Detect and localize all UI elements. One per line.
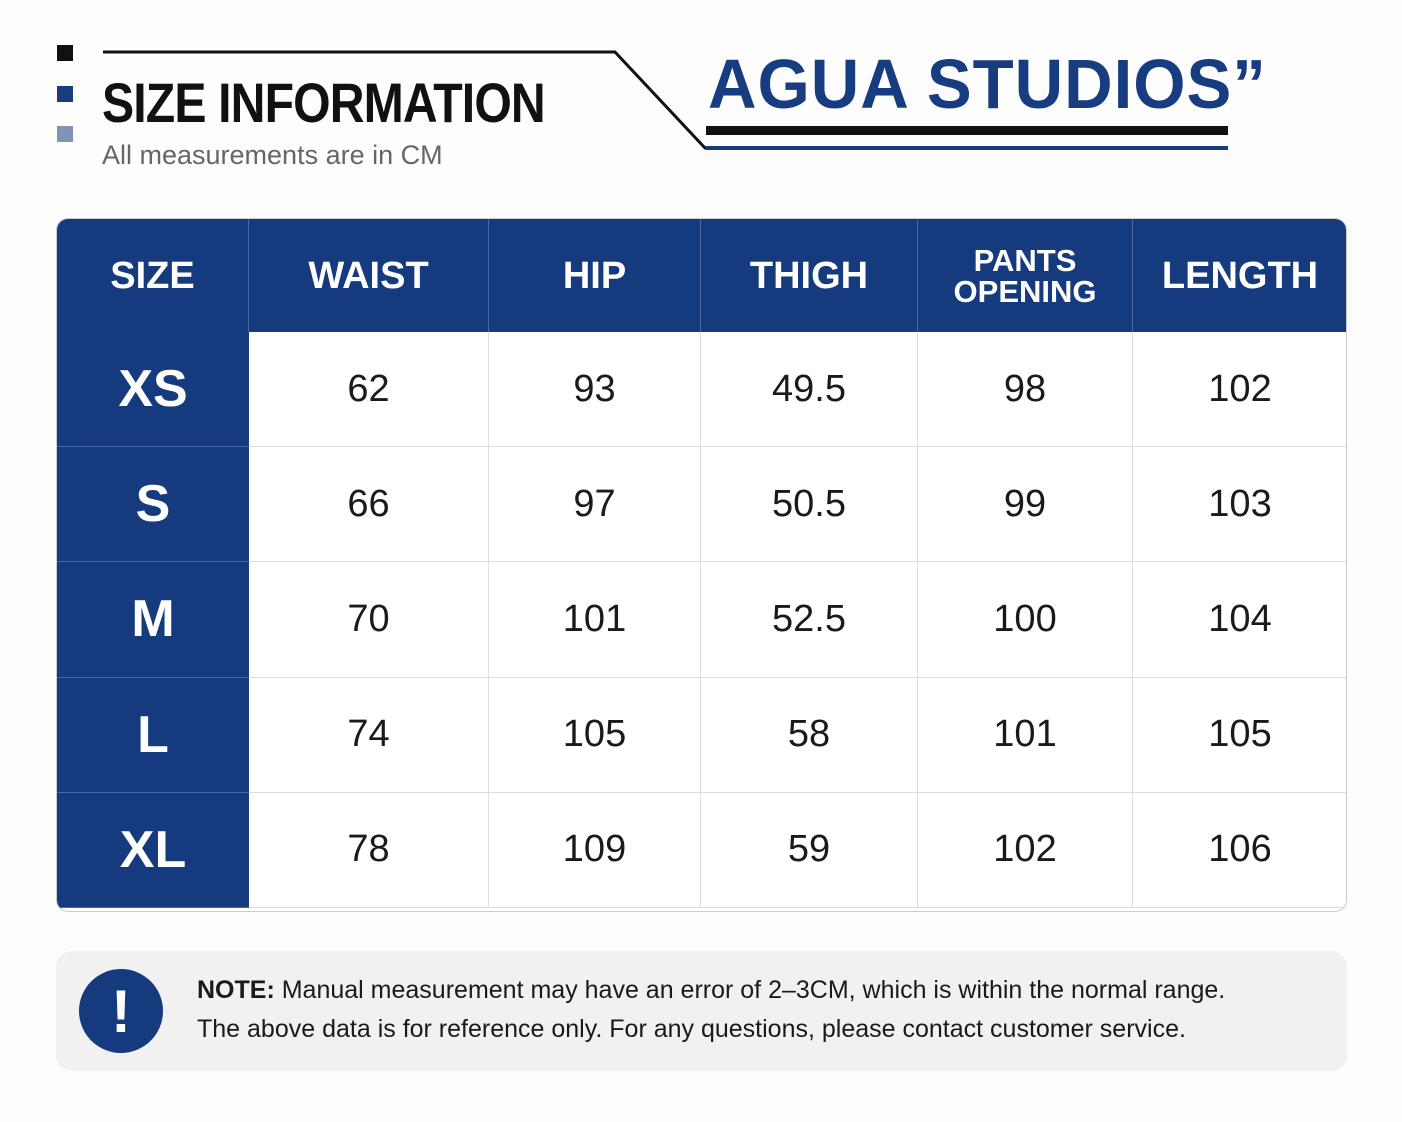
column-header: WAIST xyxy=(249,219,489,332)
cell-value: 100 xyxy=(918,562,1133,678)
cell-value: 98 xyxy=(918,332,1133,448)
cell-value: 102 xyxy=(1133,332,1346,448)
size-label: L xyxy=(57,677,249,793)
column-header: HIP xyxy=(489,219,701,332)
title: SIZE INFORMATION xyxy=(102,71,546,134)
cell-value: 70 xyxy=(249,562,489,678)
note-text: Manual measurement may have an error of … xyxy=(281,976,1226,1004)
cell-value: 99 xyxy=(918,447,1133,563)
cell-value: 103 xyxy=(1133,447,1346,563)
cell-value: 52.5 xyxy=(701,562,918,678)
cell-value: 59 xyxy=(701,792,918,908)
cell-value: 78 xyxy=(249,792,489,908)
size-label: XS xyxy=(57,332,249,448)
square xyxy=(57,126,73,142)
cell-value: 105 xyxy=(489,677,701,793)
cell-value: 58 xyxy=(701,677,918,793)
cell-value: 74 xyxy=(249,677,489,793)
note-line: NOTE: Manual measurement may have an err… xyxy=(197,976,1225,1005)
column-header: SIZE xyxy=(57,219,249,332)
note-box xyxy=(56,951,1347,1071)
column-header: LENGTH xyxy=(1133,219,1346,332)
column-header: PANTS OPENING xyxy=(918,219,1133,332)
note-icon: ! xyxy=(79,969,163,1053)
cell-value: 101 xyxy=(489,562,701,678)
note-line: The above data is for reference only. Fo… xyxy=(197,1015,1186,1044)
column-header: THIGH xyxy=(701,219,918,332)
square xyxy=(57,45,73,61)
size-label: S xyxy=(57,447,249,563)
size-label: XL xyxy=(57,792,249,908)
cell-value: 49.5 xyxy=(701,332,918,448)
cell-value: 106 xyxy=(1133,793,1346,908)
size-label: M xyxy=(57,562,249,678)
rule xyxy=(706,126,1228,135)
brand: AGUA STUDIOS” xyxy=(708,45,1267,123)
cell-value: 105 xyxy=(1133,678,1346,793)
size-table: SIZE WAIST HIP THIGH PANTS OPENING LENGTH XS 62… xyxy=(56,218,1347,912)
note-text: The above data is for reference only. Fo… xyxy=(197,1015,1186,1043)
cell-value: 104 xyxy=(1133,562,1346,678)
cell-value: 50.5 xyxy=(701,447,918,563)
square xyxy=(57,86,73,102)
cell-value: 101 xyxy=(918,677,1133,793)
rule xyxy=(706,146,1228,150)
cell-value: 109 xyxy=(489,792,701,908)
cell-value: 102 xyxy=(918,792,1133,908)
cell-value: 93 xyxy=(489,332,701,448)
subtitle: All measurements are in CM xyxy=(102,140,443,170)
cell-value: 66 xyxy=(249,447,489,563)
note-label: NOTE: xyxy=(197,976,275,1004)
header-decoration xyxy=(57,45,1228,150)
cell-value: 97 xyxy=(489,447,701,563)
cell-value: 62 xyxy=(249,332,489,448)
